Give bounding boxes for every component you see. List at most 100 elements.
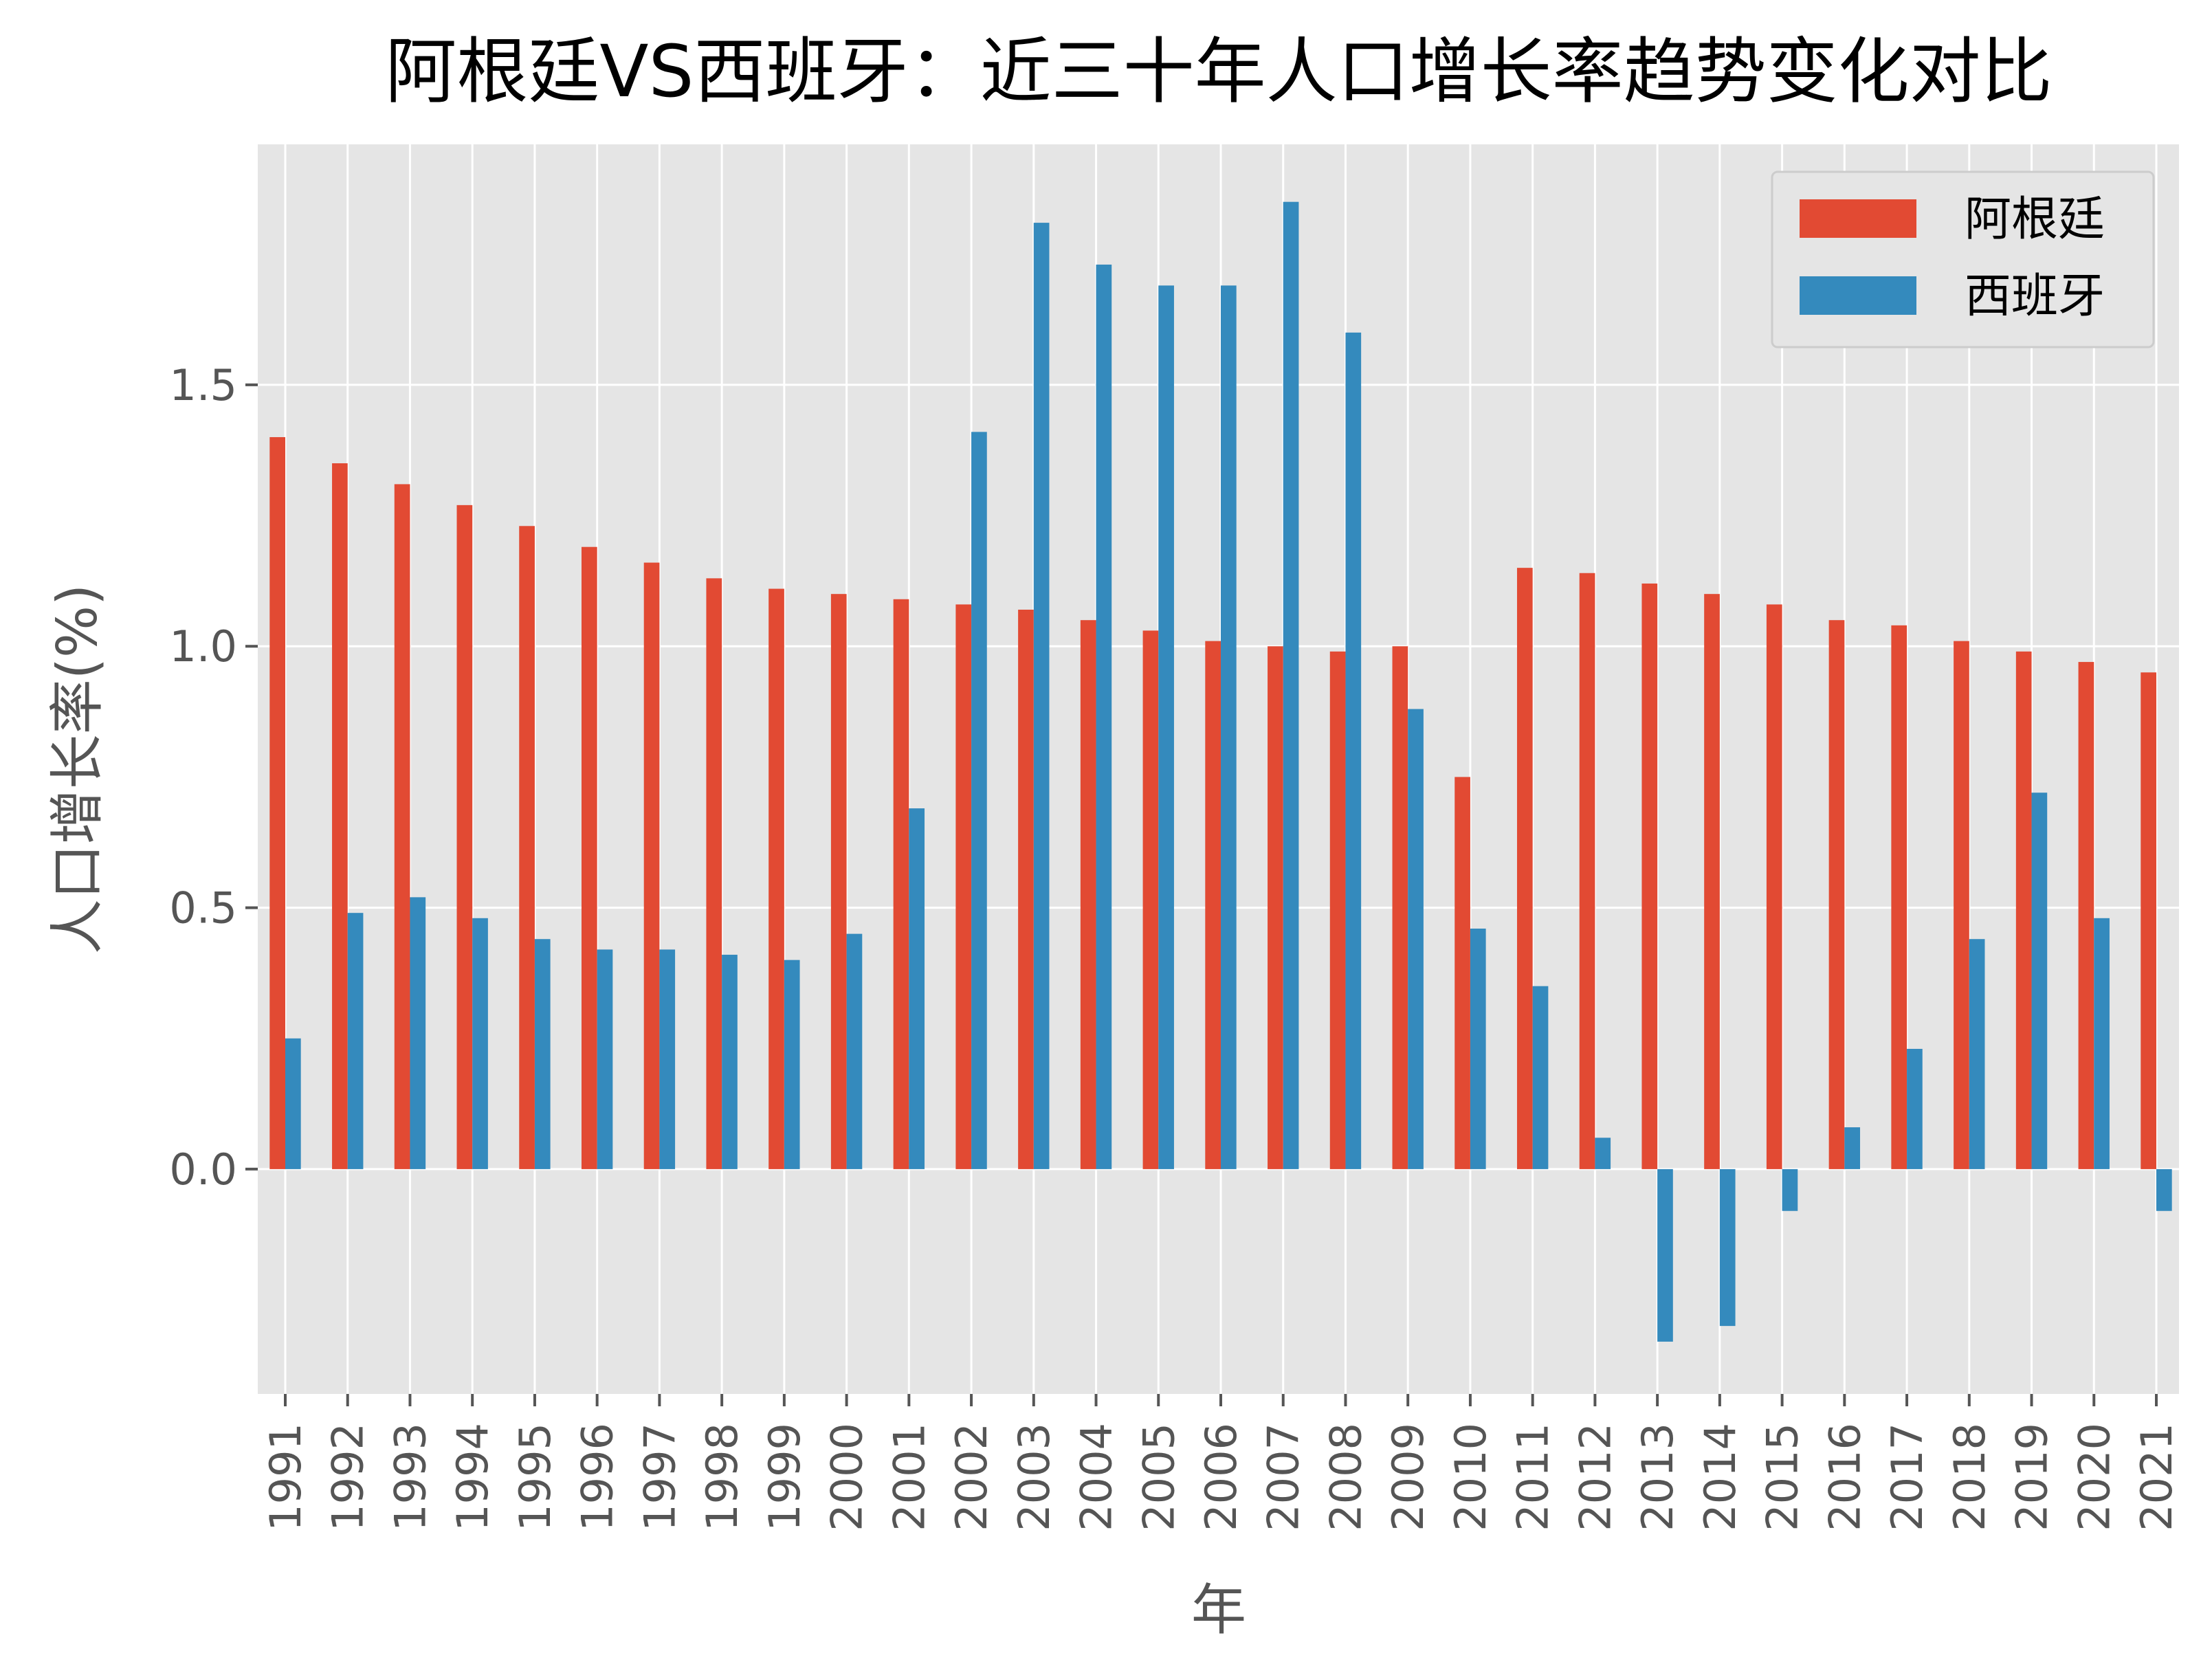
x-tick-label: 2012: [1570, 1423, 1620, 1531]
bar-argentina-2010: [1455, 777, 1470, 1169]
x-tick-label: 2006: [1196, 1423, 1246, 1531]
bar-argentina-2016: [1828, 620, 1845, 1169]
bar-argentina-2000: [830, 594, 847, 1169]
bar-argentina-2001: [893, 599, 909, 1169]
x-tick-label: 2009: [1383, 1423, 1433, 1531]
bar-argentina-2018: [1954, 641, 1969, 1169]
bar-spain-2001: [909, 808, 925, 1169]
x-tick-label: 1992: [323, 1423, 373, 1531]
x-tick-label: 2003: [1009, 1423, 1059, 1531]
bar-spain-2010: [1470, 929, 1486, 1169]
bar-argentina-2008: [1329, 651, 1346, 1169]
bar-spain-1993: [410, 897, 426, 1169]
bar-spain-1998: [722, 955, 738, 1169]
bar-spain-1997: [659, 949, 676, 1169]
bar-spain-2009: [1408, 709, 1424, 1169]
bar-spain-2006: [1221, 285, 1237, 1169]
bar-spain-2002: [971, 432, 987, 1169]
x-tick-label: 2019: [2007, 1423, 2057, 1531]
x-tick-label: 2008: [1320, 1423, 1371, 1531]
bar-spain-2014: [1719, 1168, 1736, 1327]
bar-spain-2015: [1782, 1168, 1798, 1211]
y-axis: 0.0 0.5 1.0 1.5: [169, 360, 258, 1195]
bar-argentina-2005: [1142, 630, 1159, 1169]
bar-argentina-2011: [1516, 568, 1533, 1169]
bars: [269, 201, 2172, 1342]
bar-argentina-2009: [1392, 646, 1408, 1169]
bar-spain-2011: [1532, 986, 1549, 1169]
x-tick-label: 2002: [947, 1423, 997, 1531]
bar-argentina-2003: [1018, 609, 1034, 1169]
bar-spain-2012: [1595, 1138, 1611, 1169]
x-tick-label: 1993: [385, 1423, 435, 1531]
x-tick-label: 1999: [760, 1423, 810, 1531]
bar-argentina-1991: [269, 436, 285, 1169]
bar-argentina-2013: [1641, 583, 1658, 1169]
bar-argentina-2002: [955, 604, 972, 1169]
bar-spain-2020: [2094, 918, 2110, 1169]
bar-argentina-2006: [1205, 641, 1221, 1169]
x-tick-label: 2020: [2069, 1423, 2119, 1531]
bar-argentina-2004: [1080, 620, 1096, 1169]
x-tick-label: 1998: [697, 1423, 747, 1531]
bar-spain-1999: [784, 960, 800, 1169]
bar-argentina-1996: [581, 546, 597, 1169]
bar-spain-2021: [2156, 1168, 2172, 1211]
x-tick-label: 2021: [2132, 1423, 2182, 1531]
bar-argentina-1994: [456, 505, 473, 1169]
bar-argentina-1995: [519, 526, 535, 1169]
bar-spain-1995: [534, 939, 551, 1169]
x-tick-label: 2011: [1508, 1423, 1558, 1531]
bar-spain-2008: [1345, 332, 1362, 1169]
bar-argentina-2021: [2141, 672, 2156, 1169]
bar-spain-2004: [1096, 264, 1112, 1169]
bar-spain-1991: [285, 1038, 301, 1169]
bar-argentina-2014: [1704, 594, 1720, 1169]
bar-argentina-2017: [1891, 625, 1907, 1169]
x-tick-label: 2018: [1945, 1423, 1995, 1531]
legend-label: 西班牙: [1965, 269, 2105, 324]
y-tick-label: 0.0: [169, 1144, 237, 1195]
bar-spain-2013: [1657, 1168, 1673, 1342]
bar-argentina-2020: [2078, 662, 2094, 1169]
y-axis-label: 人口增长率(%): [45, 584, 109, 954]
y-tick-label: 1.5: [169, 360, 237, 410]
x-axis: 1991 1992 1993 1994 1995 1996 1997 1998 1999 2000…: [261, 1394, 2182, 1531]
bar-spain-2016: [1844, 1127, 1861, 1169]
bar-spain-1994: [472, 918, 488, 1169]
x-tick-label: 1994: [447, 1423, 498, 1531]
bar-spain-2017: [1907, 1048, 1923, 1169]
bar-spain-2018: [1969, 939, 1985, 1169]
x-tick-label: 2001: [884, 1423, 934, 1531]
bar-argentina-1997: [643, 562, 660, 1169]
y-tick-label: 1.0: [169, 621, 237, 672]
x-tick-label: 2010: [1446, 1423, 1496, 1531]
bar-argentina-2015: [1766, 604, 1782, 1169]
legend-swatch: [1800, 276, 1916, 315]
bar-argentina-1999: [768, 588, 784, 1169]
x-axis-label: 年: [1191, 1578, 1246, 1642]
x-tick-label: 2004: [1072, 1423, 1122, 1531]
x-tick-label: 2013: [1633, 1423, 1683, 1531]
bar-spain-2000: [846, 933, 863, 1169]
x-tick-label: 2017: [1882, 1423, 1932, 1531]
bar-spain-2005: [1158, 285, 1174, 1169]
x-tick-label: 1991: [261, 1423, 311, 1531]
legend-label: 阿根廷: [1965, 192, 2105, 247]
bar-argentina-2007: [1268, 646, 1283, 1169]
bar-spain-1996: [597, 949, 613, 1169]
x-tick-label: 2016: [1820, 1423, 1870, 1531]
x-tick-label: 2014: [1695, 1423, 1745, 1531]
x-tick-label: 1996: [573, 1423, 623, 1531]
legend-swatch: [1800, 199, 1916, 238]
x-tick-label: 2007: [1259, 1423, 1309, 1531]
bar-spain-1992: [347, 913, 364, 1169]
x-tick-label: 2000: [822, 1423, 872, 1531]
x-tick-label: 1997: [634, 1423, 685, 1531]
bar-argentina-2019: [2015, 651, 2032, 1169]
chart-title: 阿根廷VS西班牙：近三十年人口增长率趋势变化对比: [385, 30, 2052, 113]
bar-argentina-2012: [1579, 573, 1595, 1169]
